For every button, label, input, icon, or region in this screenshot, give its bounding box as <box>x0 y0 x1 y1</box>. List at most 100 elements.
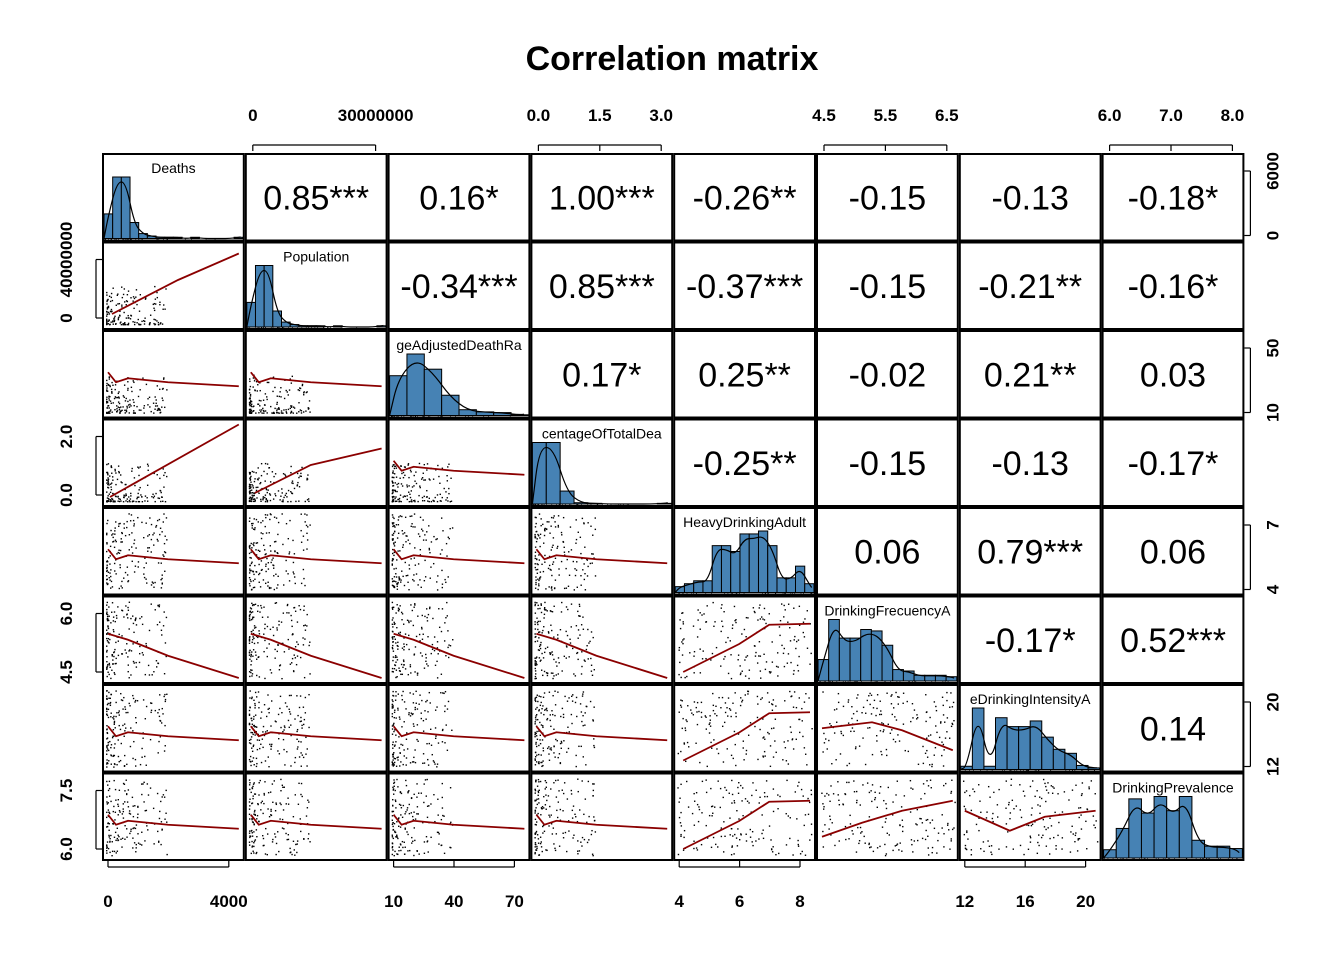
scatter-point <box>557 779 559 781</box>
scatter-point <box>121 409 123 412</box>
scatter-point <box>725 641 727 644</box>
scatter-point <box>265 553 267 555</box>
scatter-point <box>162 554 164 556</box>
scatter-point <box>442 728 444 731</box>
scatter-point <box>887 723 889 726</box>
scatter-point <box>252 492 254 494</box>
smoother-line <box>392 460 525 476</box>
scatter-point <box>551 651 553 653</box>
scatter-point <box>592 795 594 797</box>
scatter-point <box>114 831 117 834</box>
scatter-point <box>106 629 108 631</box>
scatter-point <box>810 823 813 825</box>
scatter-point <box>1074 834 1077 837</box>
scatter-point <box>840 732 843 735</box>
scatter-point <box>149 738 152 741</box>
scatter-point <box>137 395 140 398</box>
scatter-point <box>543 529 546 531</box>
scatter-point <box>828 828 830 830</box>
scatter-point <box>724 711 727 714</box>
scatter-point <box>392 484 395 487</box>
scatter-point <box>592 783 594 785</box>
panel-r5-c2 <box>244 507 388 596</box>
scatter-point <box>253 782 255 784</box>
scatter-point <box>980 811 982 814</box>
scatter-point <box>270 550 272 552</box>
scatter-point <box>115 472 117 474</box>
scatter-point <box>308 726 310 729</box>
scatter-point <box>582 616 584 618</box>
scatter-point <box>422 719 425 722</box>
scatter-point <box>437 464 439 467</box>
scatter-point <box>413 793 415 796</box>
scatter-point <box>252 629 254 631</box>
scatter-point <box>395 695 397 697</box>
scatter-point <box>113 655 115 658</box>
scatter-point <box>534 633 536 635</box>
scatter-point <box>684 676 686 679</box>
scatter-point <box>538 753 540 756</box>
panel-r3-c2 <box>244 330 388 419</box>
scatter-point <box>249 556 251 559</box>
histogram-bar <box>720 545 732 594</box>
scatter-point <box>267 708 269 710</box>
scatter-point <box>279 391 281 393</box>
histogram-bar <box>263 265 274 328</box>
scatter-point <box>930 787 932 789</box>
scatter-point <box>301 383 304 386</box>
scatter-point <box>262 731 264 733</box>
scatter-point <box>150 711 152 714</box>
scatter-point <box>307 498 310 500</box>
scatter-point <box>296 484 299 486</box>
scatter-point <box>393 636 396 638</box>
scatter-point <box>272 626 274 628</box>
scatter-point <box>418 633 421 636</box>
scatter-point <box>592 789 595 792</box>
scatter-point <box>141 320 143 323</box>
scatter-point <box>539 578 541 580</box>
correlation-value: 0.25** <box>698 356 791 394</box>
scatter-point <box>289 407 292 410</box>
scatter-point <box>396 585 398 587</box>
scatter-point <box>447 630 449 632</box>
scatter-point <box>407 673 410 676</box>
scatter-point <box>393 473 396 475</box>
scatter-point <box>541 805 544 808</box>
scatter-point <box>159 303 161 306</box>
scatter-point <box>545 707 548 710</box>
scatter-point <box>142 737 144 739</box>
scatter-point <box>552 695 554 697</box>
scatter-point <box>414 839 416 842</box>
scatter-point <box>108 395 110 398</box>
scatter-point <box>300 410 303 412</box>
scatter-point <box>120 481 122 483</box>
scatter-point <box>110 466 113 469</box>
scatter-point <box>1012 848 1015 850</box>
scatter-point <box>396 756 398 759</box>
scatter-point <box>269 669 272 671</box>
scatter-point <box>257 479 259 481</box>
scatter-point <box>798 718 801 721</box>
scatter-point <box>132 615 134 617</box>
scatter-point <box>249 487 252 489</box>
scatter-point <box>119 564 121 566</box>
scatter-point <box>143 536 145 539</box>
scatter-point <box>139 843 141 845</box>
scatter-point <box>723 821 725 823</box>
scatter-point <box>392 470 394 472</box>
scatter-point <box>114 570 116 572</box>
scatter-point <box>137 496 140 498</box>
scatter-point <box>296 485 298 487</box>
scatter-point <box>419 554 422 556</box>
scatter-point <box>408 491 410 493</box>
scatter-point <box>887 786 890 789</box>
scatter-point <box>116 712 118 714</box>
scatter-point <box>1037 804 1039 806</box>
scatter-point <box>712 601 714 604</box>
scatter-point <box>252 377 255 379</box>
scatter-point <box>413 574 415 576</box>
scatter-point <box>534 852 536 855</box>
scatter-point <box>250 742 252 745</box>
scatter-point <box>106 379 108 382</box>
scatter-point <box>885 803 887 805</box>
